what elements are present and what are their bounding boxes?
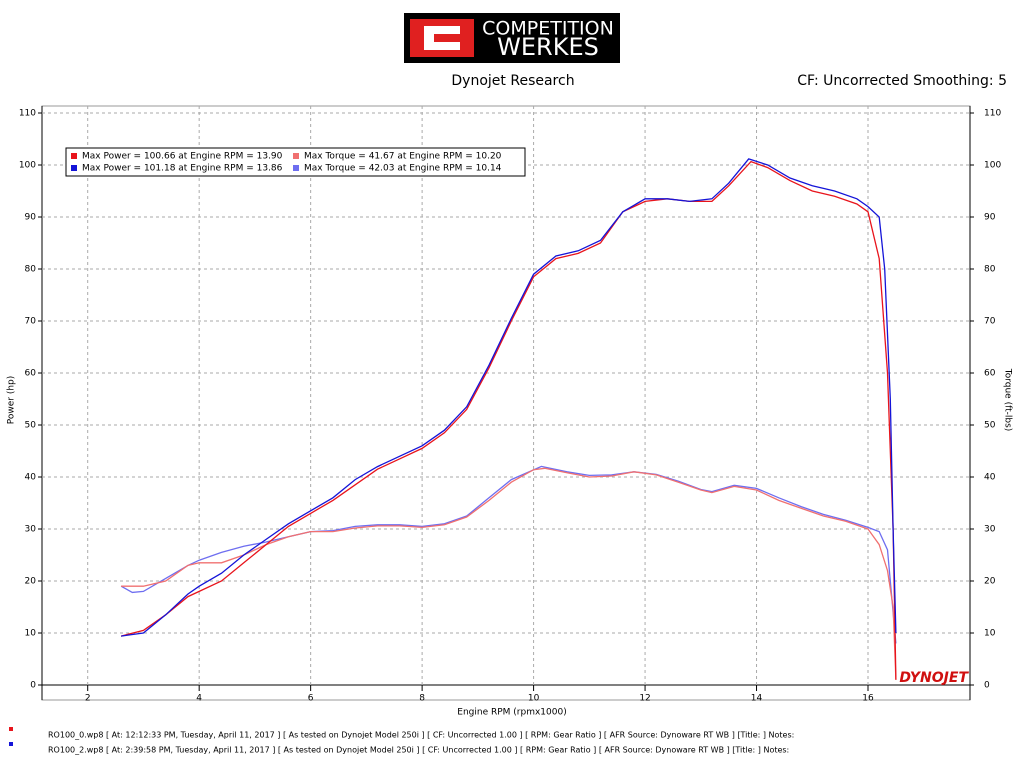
logo-c — [424, 26, 460, 50]
x-tick-label: 16 — [862, 694, 874, 704]
y-tick-label: 30 — [25, 525, 37, 535]
y2-tick-label: 80 — [984, 265, 996, 275]
header-right: CF: Uncorrected Smoothing: 5 — [797, 73, 1007, 89]
y-tick-label: 60 — [25, 369, 37, 379]
footnote-marker — [9, 742, 13, 746]
y2-tick-label: 90 — [984, 213, 996, 223]
y2-tick-label: 40 — [984, 473, 996, 483]
legend-label: Max Torque = 42.03 at Engine RPM = 10.14 — [304, 164, 502, 174]
x-tick-label: 6 — [308, 694, 314, 704]
footnote-marker — [9, 727, 13, 731]
x-tick-label: 12 — [639, 694, 650, 704]
x-tick-label: 2 — [85, 694, 91, 704]
legend-swatch — [293, 153, 299, 159]
y-tick-label: 50 — [25, 421, 37, 431]
x-tick-label: 4 — [196, 694, 202, 704]
legend-swatch — [71, 165, 77, 171]
y2-tick-label: 60 — [984, 369, 996, 379]
y2-tick-label: 110 — [984, 109, 1001, 119]
y2-tick-label: 50 — [984, 421, 996, 431]
x-tick-label: 8 — [419, 694, 425, 704]
legend-label: Max Torque = 41.67 at Engine RPM = 10.20 — [304, 152, 502, 162]
y-tick-label: 10 — [25, 629, 37, 639]
y2-tick-label: 100 — [984, 161, 1001, 171]
line — [121, 158, 897, 637]
y2-tick-label: 10 — [984, 629, 996, 639]
legend-swatch — [71, 153, 77, 159]
y-tick-label: 100 — [19, 161, 36, 171]
line — [120, 465, 897, 644]
legend-swatch — [293, 165, 299, 171]
footnote: RO100_2.wp8 [ At: 2:39:58 PM, Tuesday, A… — [48, 746, 789, 755]
logo-text: COMPETITION — [482, 18, 614, 40]
y2-tick-label: 0 — [984, 681, 990, 691]
logo-mark — [410, 19, 474, 57]
legend-label: Max Power = 101.18 at Engine RPM = 13.86 — [82, 164, 283, 174]
y-tick-label: 90 — [25, 213, 37, 223]
line — [120, 160, 897, 680]
legend-box — [65, 147, 526, 177]
y2-tick-label: 70 — [984, 317, 996, 327]
header-left: Dynojet Research — [451, 73, 574, 89]
y-tick-label: 20 — [25, 577, 37, 587]
footnote: RO100_0.wp8 [ At: 12:12:33 PM, Tuesday, … — [48, 731, 794, 740]
y-tick-label: 70 — [25, 317, 37, 327]
y2-tick-label: 30 — [984, 525, 996, 535]
y-axis-label: Power (hp) — [7, 376, 17, 425]
y-tick-label: 0 — [30, 681, 36, 691]
y-tick-label: 80 — [25, 265, 37, 275]
line — [121, 467, 897, 680]
x-tick-label: 14 — [751, 694, 763, 704]
y2-axis-label: Torque (ft-lbs) — [1003, 368, 1013, 432]
y-tick-label: 110 — [19, 109, 36, 119]
brand: DYNOJET — [899, 670, 969, 686]
logo-text: WERKES — [497, 33, 599, 61]
x-axis-label: Engine RPM (rpmx1000) — [457, 708, 566, 718]
y-tick-label: 40 — [25, 473, 37, 483]
x-tick-label: 10 — [528, 694, 540, 704]
legend-label: Max Power = 100.66 at Engine RPM = 13.90 — [82, 152, 283, 162]
y2-tick-label: 20 — [984, 577, 996, 587]
